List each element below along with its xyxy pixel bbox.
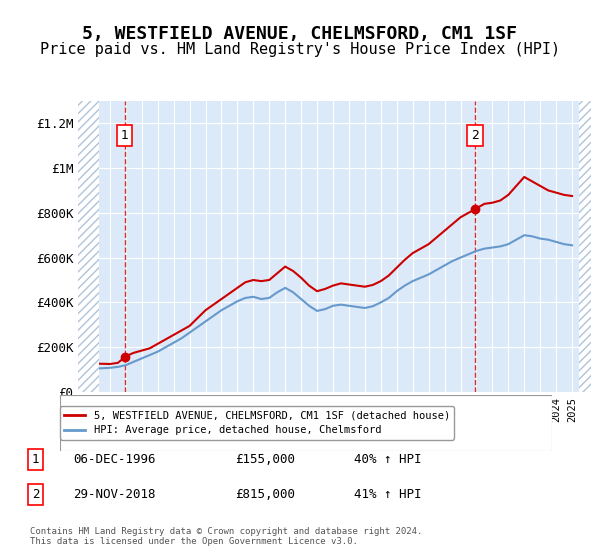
FancyBboxPatch shape [60,395,552,451]
Legend: 5, WESTFIELD AVENUE, CHELMSFORD, CM1 1SF (detached house), HPI: Average price, d: 5, WESTFIELD AVENUE, CHELMSFORD, CM1 1SF… [60,406,454,440]
Text: 06-DEC-1996: 06-DEC-1996 [73,453,156,466]
Text: 1: 1 [121,129,128,142]
Text: 41% ↑ HPI: 41% ↑ HPI [354,488,421,501]
Text: 2: 2 [32,488,39,501]
Text: 1: 1 [32,453,39,466]
Text: 2: 2 [471,129,479,142]
Text: £815,000: £815,000 [235,488,295,501]
Text: Price paid vs. HM Land Registry's House Price Index (HPI): Price paid vs. HM Land Registry's House … [40,42,560,57]
Text: 40% ↑ HPI: 40% ↑ HPI [354,453,421,466]
Text: 5, WESTFIELD AVENUE, CHELMSFORD, CM1 1SF: 5, WESTFIELD AVENUE, CHELMSFORD, CM1 1SF [83,25,517,43]
Text: 29-NOV-2018: 29-NOV-2018 [73,488,156,501]
Text: £155,000: £155,000 [235,453,295,466]
Text: Contains HM Land Registry data © Crown copyright and database right 2024.
This d: Contains HM Land Registry data © Crown c… [30,526,422,546]
